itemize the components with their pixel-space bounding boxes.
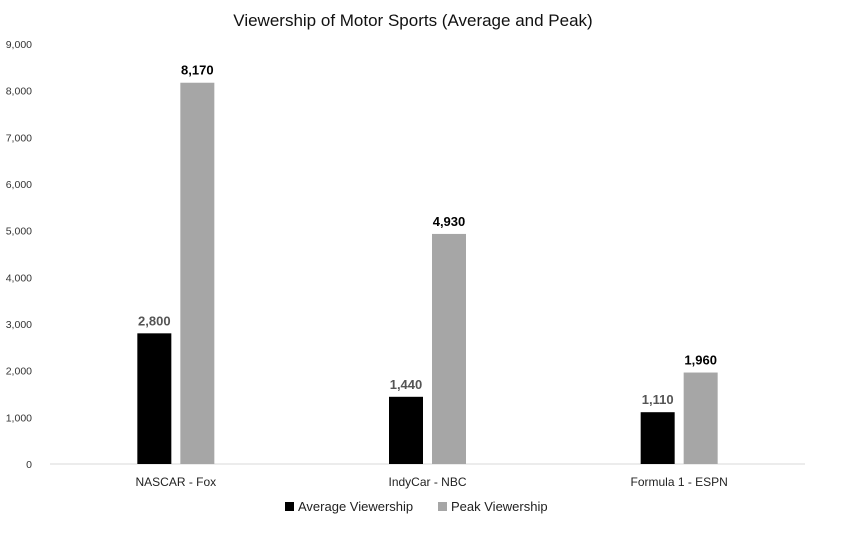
y-tick-label: 0 (26, 459, 32, 471)
bar-average-1 (389, 396, 423, 464)
data-label: 1,960 (684, 353, 717, 368)
bar-peak-0 (180, 82, 215, 464)
legend-label: Peak Viewership (451, 499, 548, 514)
bar-peak-2 (683, 372, 718, 464)
x-tick-label: Formula 1 - ESPN (630, 475, 727, 489)
legend-swatch-peak (438, 502, 447, 511)
bar-average-2 (640, 412, 675, 464)
data-label: 4,930 (433, 214, 466, 229)
data-label: 8,170 (181, 63, 214, 78)
data-label: 1,440 (390, 377, 423, 392)
bar-peak-1 (432, 233, 466, 464)
y-tick-label: 7,000 (6, 132, 32, 144)
y-tick-label: 1,000 (6, 412, 32, 424)
legend-swatch-average (285, 502, 294, 511)
y-tick-label: 3,000 (6, 319, 32, 331)
chart-title: Viewership of Motor Sports (Average and … (233, 11, 592, 30)
y-tick-label: 5,000 (6, 226, 32, 238)
y-tick-label: 2,000 (6, 366, 32, 378)
y-tick-label: 9,000 (6, 39, 32, 51)
legend: Average Viewership Peak Viewership (285, 499, 548, 514)
data-label: 2,800 (138, 313, 171, 328)
x-axis: NASCAR - Fox IndyCar - NBC Formula 1 - ESP… (135, 475, 727, 489)
legend-label: Average Viewership (298, 499, 413, 514)
bars-group (137, 82, 718, 464)
y-axis: 0 1,000 2,000 3,000 4,000 5,000 6,000 7,000 8,00… (6, 39, 32, 471)
y-tick-label: 8,000 (6, 86, 32, 98)
y-tick-label: 4,000 (6, 272, 32, 284)
data-label: 1,110 (642, 392, 674, 407)
data-labels-group: 2,800 8,170 1,440 4,930 1,110 1,960 (138, 63, 717, 407)
x-tick-label: NASCAR - Fox (135, 475, 216, 489)
y-tick-label: 6,000 (6, 179, 32, 191)
bar-average-0 (137, 333, 172, 464)
x-tick-label: IndyCar - NBC (388, 475, 466, 489)
